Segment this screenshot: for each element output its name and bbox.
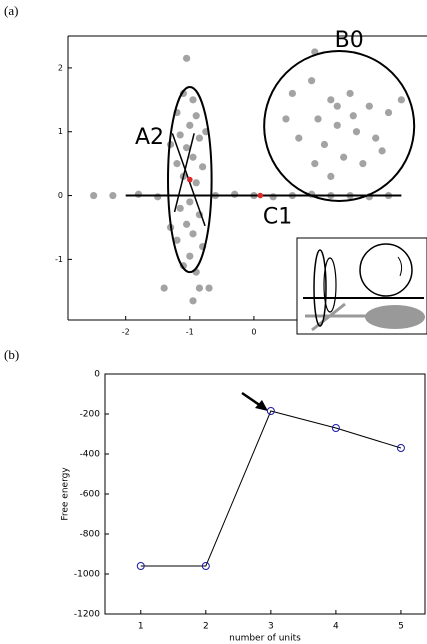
y-tick-label: -800 [80,530,101,540]
point [308,77,315,84]
x-tick-label: 4 [333,622,339,632]
point [193,179,200,186]
point [186,253,193,260]
y-tick-label: -1200 [74,610,100,620]
x-tick-label: 0 [251,328,256,337]
point [177,131,184,138]
point [196,284,203,291]
point [321,141,328,148]
point [295,135,302,142]
point [90,192,97,199]
point [366,103,373,110]
point [353,128,360,135]
point [189,297,196,304]
shape-label: C1 [263,205,292,230]
point [350,112,357,119]
point [398,96,405,103]
point [314,115,321,122]
point [173,160,180,167]
y-tick-label: -400 [80,450,101,460]
figure: (a) (b) -2-101-1012A2B0C1123450-200-400-… [0,0,427,644]
y-tick-label: 1 [58,127,63,136]
point [154,193,161,200]
point [189,96,196,103]
x-tick-label: 2 [203,622,209,632]
y-tick-label: 0 [94,370,100,380]
inset [297,238,427,334]
y-tick-label: -600 [80,490,101,500]
point [199,163,206,170]
x-tick-label: 3 [268,622,274,632]
point [327,173,334,180]
point [183,55,190,62]
point [340,154,347,161]
point [177,205,184,212]
y-tick-label: -200 [80,410,101,420]
panel-label: (b) [4,347,19,362]
point [359,160,366,167]
point [183,221,190,228]
x-axis-label: number of units [229,634,301,644]
x-tick-label: -2 [122,328,130,337]
point [205,284,212,291]
center [187,177,193,183]
point [189,154,196,161]
point [372,135,379,142]
line [141,411,401,566]
y-tick-label: -1000 [74,570,100,580]
point [385,109,392,116]
point [189,230,196,237]
x-tick-label: -1 [186,328,194,337]
point [346,90,353,97]
x-tick-label: 5 [398,622,404,632]
point [327,96,334,103]
arrow [242,393,268,411]
point [186,198,193,205]
point [135,191,142,198]
point [193,112,200,119]
point [282,115,289,122]
point [379,147,386,154]
point [231,191,238,198]
point [196,135,203,142]
point [334,103,341,110]
point [183,144,190,151]
y-tick-label: -1 [55,255,63,264]
point [311,160,318,167]
panel-label: (a) [4,3,18,18]
y-tick-label: 2 [58,63,63,72]
point [289,90,296,97]
point [270,193,277,200]
y-tick-label: 0 [58,191,63,200]
point [161,284,168,291]
point [334,122,341,129]
shape-label: B0 [335,28,364,53]
center [258,193,264,199]
point [186,122,193,129]
x-tick-label: 1 [138,622,144,632]
y-axis-label: Free energy [61,467,71,521]
shape-label: A2 [135,125,164,150]
point [109,192,116,199]
